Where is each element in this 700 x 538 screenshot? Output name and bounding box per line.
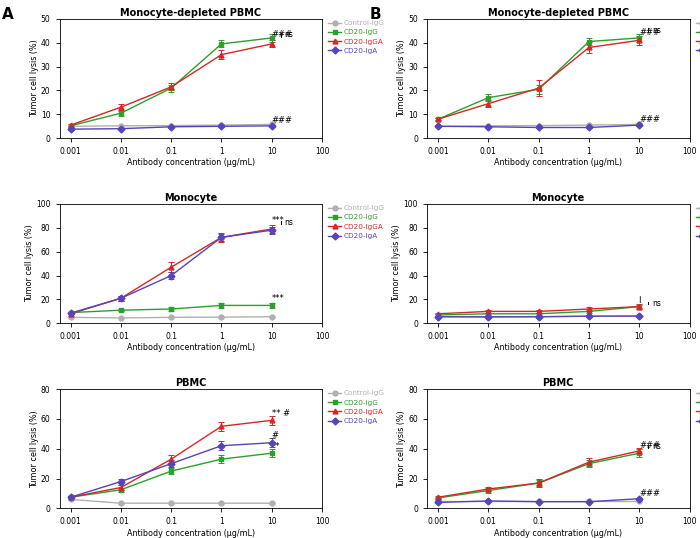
X-axis label: Antibody concentration (μg/mL): Antibody concentration (μg/mL) bbox=[127, 158, 255, 167]
Legend: Control-IgG, CD20-IgG, CD20-IgGA, CD20-IgA: Control-IgG, CD20-IgG, CD20-IgGA, CD20-I… bbox=[328, 205, 385, 239]
Title: PBMC: PBMC bbox=[542, 378, 574, 388]
Legend: Control-IgG, CD20-IgG, CD20-IgGA, CD20-IgA: Control-IgG, CD20-IgG, CD20-IgGA, CD20-I… bbox=[328, 20, 385, 54]
Legend: Control-IgG, CD20-IgG, CD20-IgGA, CD20-IgA: Control-IgG, CD20-IgG, CD20-IgGA, CD20-I… bbox=[696, 390, 700, 424]
Text: B: B bbox=[370, 7, 381, 22]
Text: ###: ### bbox=[272, 116, 293, 125]
Y-axis label: Tumor cell lysis (%): Tumor cell lysis (%) bbox=[25, 225, 34, 302]
Legend: Control-IgG, CD20-IgG, CD20-IgGA, CD20-IgA: Control-IgG, CD20-IgG, CD20-IgGA, CD20-I… bbox=[328, 390, 385, 424]
Text: ***: *** bbox=[272, 216, 284, 225]
Text: ns: ns bbox=[652, 299, 661, 308]
Text: ###: ### bbox=[272, 30, 293, 39]
Text: ** #: ** # bbox=[272, 409, 290, 418]
Title: PBMC: PBMC bbox=[175, 378, 206, 388]
Title: Monocyte-depleted PBMC: Monocyte-depleted PBMC bbox=[120, 8, 261, 18]
Text: ###: ### bbox=[639, 115, 660, 124]
X-axis label: Antibody concentration (μg/mL): Antibody concentration (μg/mL) bbox=[127, 343, 255, 352]
Text: ns: ns bbox=[652, 26, 661, 34]
Y-axis label: Tumor cell lysis (%): Tumor cell lysis (%) bbox=[397, 410, 406, 487]
Text: A: A bbox=[2, 7, 13, 22]
Legend: Control-IgG, CD20-IgG, CD20-IgGA, CD20-IgA: Control-IgG, CD20-IgG, CD20-IgGA, CD20-I… bbox=[696, 205, 700, 239]
Y-axis label: Tumor cell lysis (%): Tumor cell lysis (%) bbox=[393, 225, 401, 302]
Text: ###: ### bbox=[639, 28, 660, 37]
Text: ###: ### bbox=[639, 441, 660, 450]
Y-axis label: Tumor cell lysis (%): Tumor cell lysis (%) bbox=[29, 410, 38, 487]
Y-axis label: Tumor cell lysis (%): Tumor cell lysis (%) bbox=[29, 40, 38, 117]
Title: Monocyte: Monocyte bbox=[531, 193, 585, 203]
Text: ns: ns bbox=[285, 31, 293, 39]
Text: ***: *** bbox=[272, 294, 284, 303]
Title: Monocyte: Monocyte bbox=[164, 193, 218, 203]
Text: **: ** bbox=[272, 442, 280, 451]
Text: #: # bbox=[272, 431, 279, 441]
Text: ns: ns bbox=[652, 442, 661, 451]
Text: ns: ns bbox=[285, 218, 293, 227]
Legend: Control-IgG, CD20-IgG, CD20-IgGA, CD20-IgA: Control-IgG, CD20-IgG, CD20-IgGA, CD20-I… bbox=[696, 20, 700, 54]
X-axis label: Antibody concentration (μg/mL): Antibody concentration (μg/mL) bbox=[494, 528, 622, 537]
Title: Monocyte-depleted PBMC: Monocyte-depleted PBMC bbox=[488, 8, 629, 18]
X-axis label: Antibody concentration (μg/mL): Antibody concentration (μg/mL) bbox=[494, 158, 622, 167]
Text: I: I bbox=[638, 296, 640, 306]
Y-axis label: Tumor cell lysis (%): Tumor cell lysis (%) bbox=[397, 40, 406, 117]
X-axis label: Antibody concentration (μg/mL): Antibody concentration (μg/mL) bbox=[494, 343, 622, 352]
Text: ###: ### bbox=[639, 489, 660, 498]
X-axis label: Antibody concentration (μg/mL): Antibody concentration (μg/mL) bbox=[127, 528, 255, 537]
